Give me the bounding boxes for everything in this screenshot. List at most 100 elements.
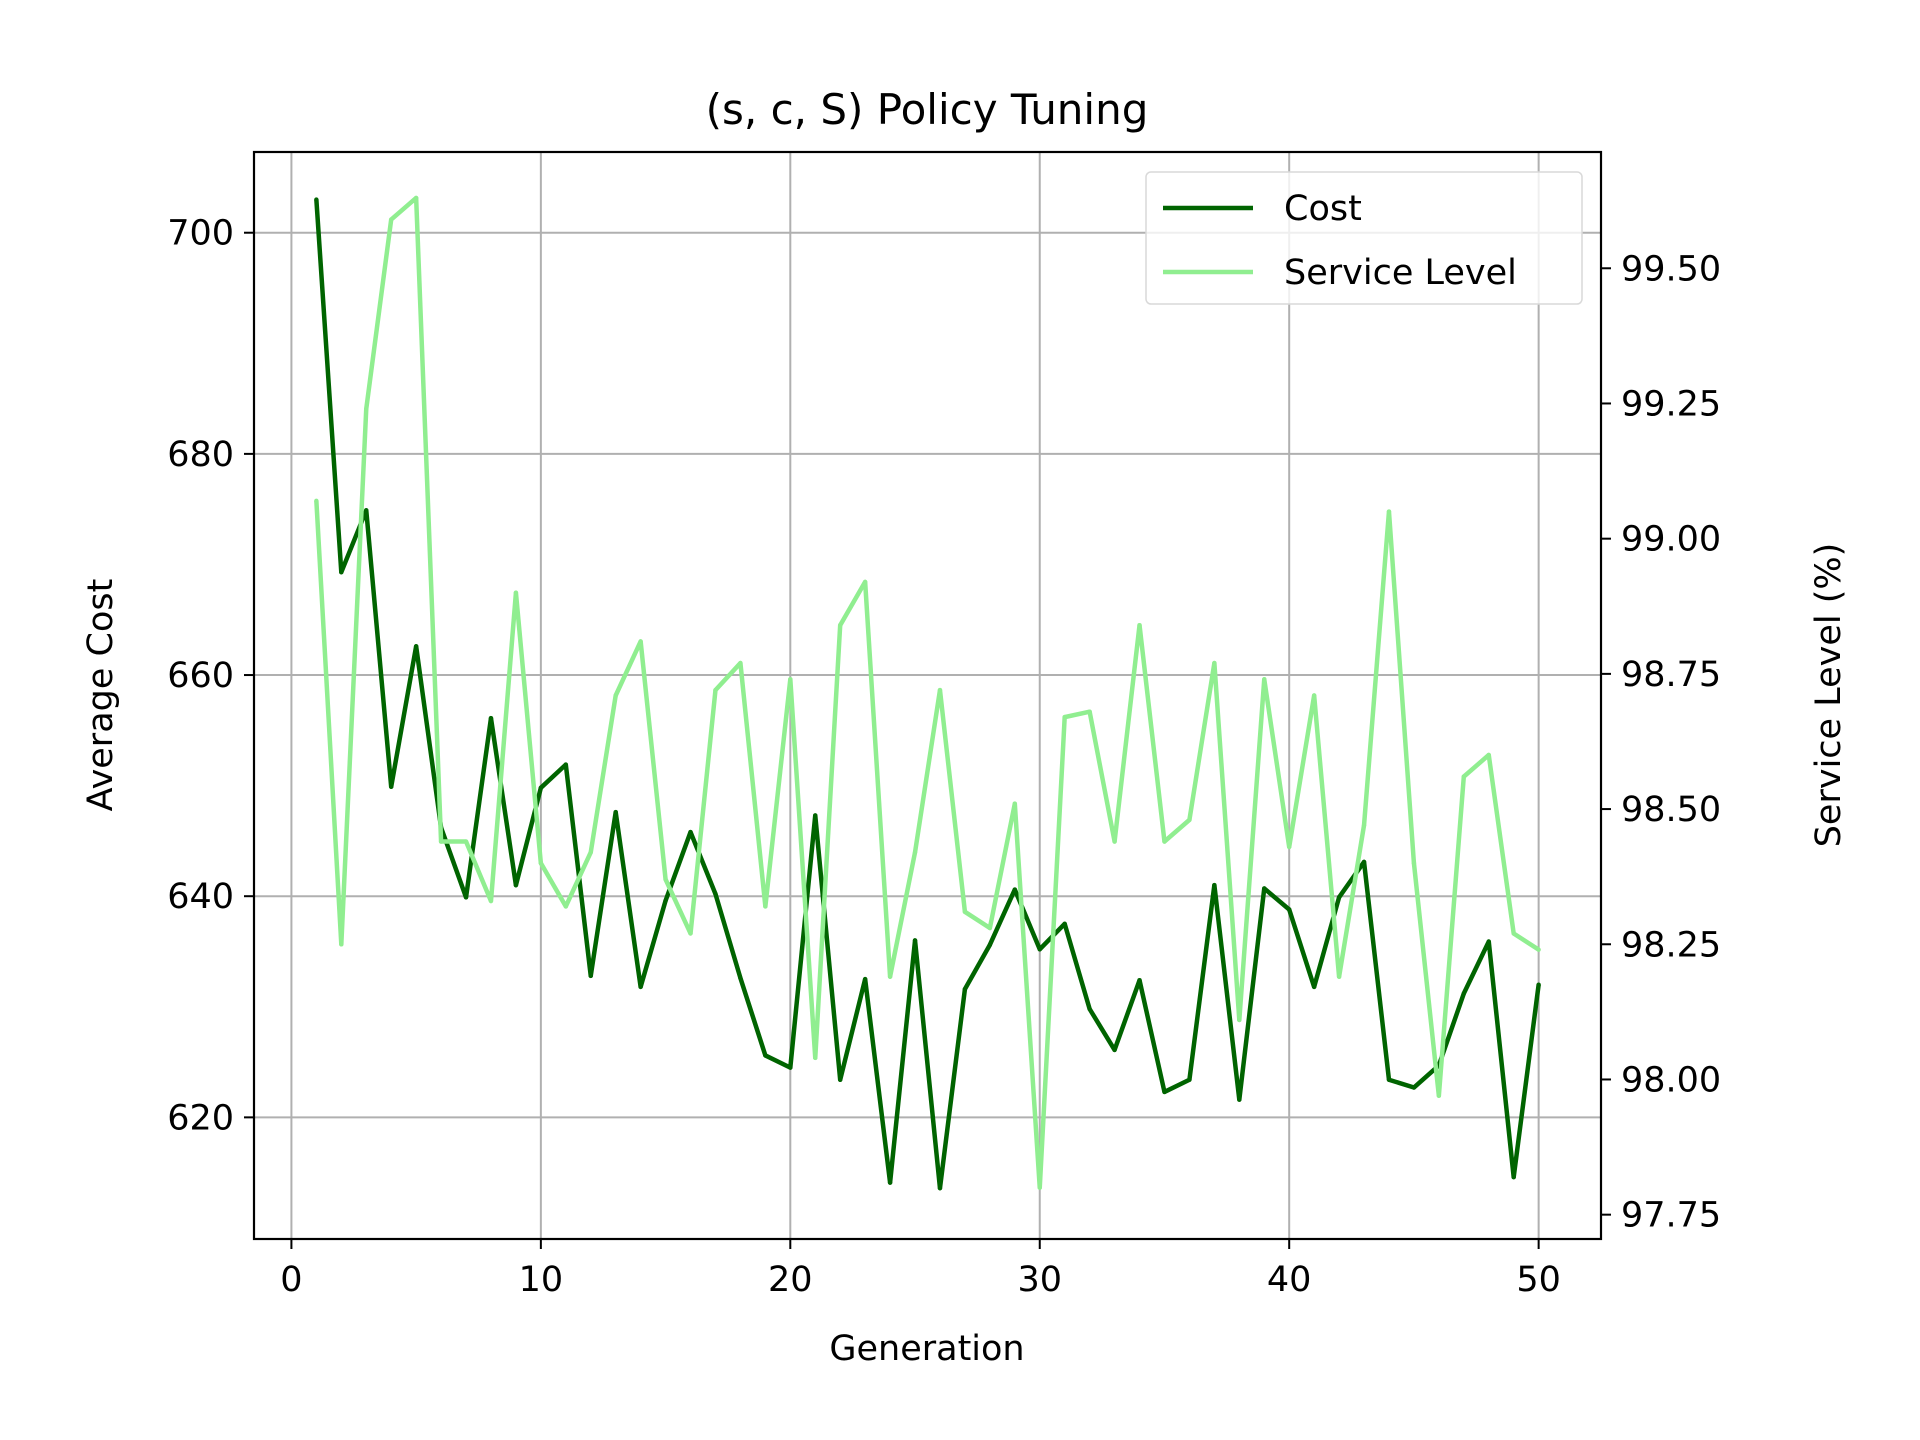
data-point-cost [962, 986, 968, 992]
data-point-service-level [1286, 844, 1292, 850]
y2-tick-label: 98.75 [1621, 655, 1721, 695]
legend-label-cost: Cost [1284, 189, 1362, 229]
y-axis-left: 620 640 660 680 700 [167, 214, 254, 1138]
data-point-cost [1062, 921, 1067, 927]
data-point-service-level [513, 590, 519, 595]
data-point-cost [1012, 887, 1018, 892]
data-point-cost [613, 809, 618, 815]
data-point-service-level [438, 839, 444, 844]
data-point-cost [1411, 1085, 1417, 1090]
series-layer [314, 195, 1541, 1191]
data-point-cost [1486, 939, 1491, 944]
data-point-cost [1162, 1089, 1167, 1095]
chart-title: (s, c, S) Policy Tuning [706, 85, 1149, 134]
y2-tick-label: 99.25 [1621, 384, 1721, 424]
data-point-cost [1461, 991, 1467, 996]
data-point-service-level [937, 687, 943, 693]
data-point-cost [1511, 1174, 1516, 1180]
y-tick-label: 680 [167, 435, 234, 475]
y-axis-right: 97.75 98.00 98.25 98.50 98.75 99.00 99.25 99.50 [1601, 249, 1721, 1236]
data-point-service-level [788, 677, 793, 682]
data-point-service-level [339, 942, 344, 947]
data-point-cost [1386, 1077, 1392, 1082]
legend: Cost Service Level [1145, 171, 1583, 305]
data-point-service-level [987, 925, 993, 931]
data-point-cost [788, 1065, 793, 1070]
data-point-cost [513, 882, 519, 888]
data-point-cost [1311, 984, 1317, 990]
y-tick-label: 620 [167, 1098, 234, 1138]
data-point-cost [837, 1077, 843, 1082]
y2-axis-label: Service Level (%) [1809, 543, 1849, 848]
data-point-service-level [563, 904, 569, 909]
data-point-service-level [413, 195, 419, 201]
data-point-cost [1112, 1047, 1117, 1053]
x-tick-label: 10 [519, 1260, 564, 1300]
data-point-cost [1212, 882, 1217, 888]
data-point-service-level [364, 406, 369, 412]
data-point-cost [1262, 886, 1267, 891]
data-point-cost [713, 891, 718, 897]
data-point-cost [463, 895, 469, 900]
data-point-service-level [1486, 752, 1491, 758]
y2-tick-label: 99.50 [1621, 249, 1721, 289]
data-point-service-level [1087, 709, 1092, 714]
data-point-cost [364, 508, 369, 513]
data-point-service-level [713, 687, 718, 693]
data-point-cost [763, 1053, 768, 1058]
data-point-cost [912, 938, 918, 943]
data-point-cost [813, 813, 818, 818]
plot-frame [252, 150, 1603, 1241]
data-point-service-level [1237, 1017, 1242, 1023]
data-point-cost [488, 715, 494, 721]
data-point-service-level [1461, 774, 1467, 779]
data-point-cost [314, 197, 319, 202]
data-point-cost [738, 975, 743, 981]
data-point-service-level [1336, 974, 1342, 979]
data-point-cost [688, 829, 693, 835]
data-point-service-level [813, 1055, 818, 1061]
data-point-service-level [1536, 947, 1541, 952]
data-point-service-level [738, 660, 743, 666]
data-point-cost [1536, 982, 1541, 987]
data-point-cost [1187, 1077, 1192, 1082]
data-point-service-level [1436, 1093, 1442, 1098]
x-axis-label: Generation [829, 1329, 1024, 1369]
data-point-cost [887, 1180, 893, 1185]
data-point-service-level [488, 898, 494, 904]
data-point-service-level [1361, 823, 1367, 828]
data-point-service-level [1386, 509, 1392, 514]
x-axis: 0 10 20 30 40 50 [280, 1239, 1561, 1300]
data-point-cost [339, 570, 344, 575]
data-point-cost [1137, 978, 1142, 983]
data-point-service-level [388, 217, 394, 222]
data-point-service-level [837, 622, 843, 628]
data-point-cost [862, 976, 868, 982]
data-point-service-level [1262, 677, 1267, 682]
data-point-service-level [538, 860, 544, 866]
data-point-cost [1237, 1097, 1242, 1102]
data-point-service-level [1187, 817, 1192, 823]
data-point-cost [638, 984, 643, 990]
data-point-cost [1336, 895, 1342, 900]
y2-tick-label: 98.00 [1621, 1060, 1721, 1100]
data-point-service-level [1411, 860, 1417, 866]
data-point-service-level [1037, 1185, 1042, 1190]
data-point-service-level [962, 909, 968, 915]
data-point-service-level [588, 850, 593, 855]
data-point-service-level [1511, 931, 1516, 936]
data-point-cost [663, 898, 668, 903]
data-point-cost [1087, 1006, 1092, 1012]
data-point-cost [388, 784, 394, 789]
data-point-cost [413, 644, 419, 649]
y2-tick-label: 98.25 [1621, 925, 1721, 965]
y-tick-label: 660 [167, 656, 234, 696]
x-tick-label: 50 [1516, 1260, 1561, 1300]
data-point-service-level [1137, 622, 1142, 628]
data-point-cost [1361, 859, 1367, 865]
data-point-service-level [1062, 714, 1067, 720]
data-point-service-level [613, 693, 618, 698]
data-point-service-level [1012, 801, 1018, 806]
data-point-service-level [638, 639, 643, 644]
